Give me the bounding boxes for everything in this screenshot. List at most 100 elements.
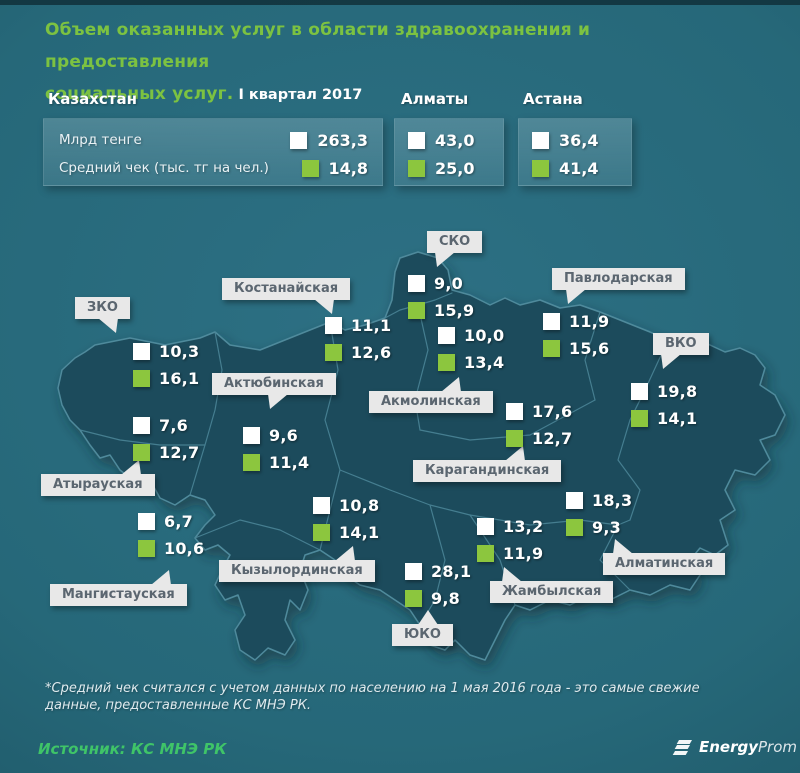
volume-row: 6,7 <box>138 508 204 535</box>
region-callout-kostanay: Костанайская <box>222 278 351 314</box>
region-label: СКО <box>439 234 471 249</box>
kazakhstan-panel: Млрд тенге 263,3 Средний чек (тыс. тг на… <box>43 118 383 186</box>
avg-check-swatch <box>243 454 260 471</box>
volume-row: 43,0 <box>408 126 503 154</box>
avg-check-swatch <box>301 159 319 177</box>
top-border-strip <box>0 0 800 5</box>
region-values-sko: 9,0 15,9 <box>408 270 474 324</box>
volume-row: 18,3 <box>566 487 632 514</box>
region-label: Жамбылская <box>502 584 602 599</box>
avg-check-value: 16,1 <box>159 369 200 388</box>
kazakhstan-header: Казахстан <box>48 90 137 108</box>
region-callout-vko: ВКО <box>653 333 709 369</box>
volume-row: 28,1 <box>405 558 471 585</box>
title-line-1: Объем оказанных услуг в области здравоох… <box>45 20 591 72</box>
region-callout-sko: СКО <box>427 231 483 267</box>
volume-swatch <box>631 383 648 400</box>
region-values-vko: 19,8 14,1 <box>631 378 697 432</box>
title-period: I квартал 2017 <box>238 87 363 103</box>
source-text: Источник: КС МНЭ РК <box>38 740 227 758</box>
avg-check-value: 12,7 <box>159 443 200 462</box>
region-label: Кызылординская <box>231 563 363 578</box>
volume-value: 6,7 <box>164 512 193 531</box>
region-callout-pavlodar: Павлодарская <box>552 268 685 304</box>
region-values-zko: 10,3 16,1 <box>133 338 199 392</box>
volume-metric-label: Млрд тенге <box>59 132 142 148</box>
logo-text: EnergyProm <box>699 738 798 756</box>
avg-check-row: 12,7 <box>506 425 572 452</box>
volume-value: 28,1 <box>431 562 472 581</box>
avg-check-row: 11,9 <box>477 540 543 567</box>
region-values-kostanay: 11,1 12,6 <box>325 312 391 366</box>
avg-check-row: 15,6 <box>543 335 609 362</box>
region-callout-aktobe: Актюбинская <box>212 373 336 409</box>
avg-check-value: 12,7 <box>532 429 573 448</box>
volume-value: 43,0 <box>435 130 475 150</box>
volume-swatch <box>408 275 425 292</box>
region-values-yuko: 28,1 9,8 <box>405 558 471 612</box>
region-label: ЮКО <box>404 627 441 642</box>
volume-value: 11,9 <box>569 312 610 331</box>
region-values-akmola: 10,0 13,4 <box>438 322 504 376</box>
region-callout-karaganda: Карагандинская <box>413 446 562 482</box>
avg-check-swatch <box>325 344 342 361</box>
region-callout-zko: ЗКО <box>75 297 130 333</box>
volume-row: 10,0 <box>438 322 504 349</box>
energyprom-logo: EnergyProm <box>672 738 798 756</box>
avg-check-swatch <box>477 545 494 562</box>
volume-swatch <box>133 343 150 360</box>
avg-check-value: 13,4 <box>464 353 505 372</box>
region-values-karaganda: 17,6 12,7 <box>506 398 572 452</box>
volume-swatch <box>405 563 422 580</box>
avg-check-row: 16,1 <box>133 365 199 392</box>
avg-check-metric-label: Средний чек (тыс. тг на чел.) <box>59 160 269 176</box>
region-callout-atyrau: Атырауская <box>41 460 155 496</box>
region-values-pavlodar: 11,9 15,6 <box>543 308 609 362</box>
avg-check-swatch <box>133 370 150 387</box>
avg-check-swatch <box>543 340 560 357</box>
region-label: Алматинская <box>615 556 714 571</box>
volume-swatch <box>138 513 155 530</box>
avg-check-value: 11,4 <box>269 453 310 472</box>
avg-check-value: 12,6 <box>351 343 392 362</box>
avg-check-swatch <box>408 302 425 319</box>
volume-swatch <box>532 131 549 149</box>
region-values-kyzylorda: 10,8 14,1 <box>313 492 379 546</box>
volume-swatch <box>543 313 560 330</box>
volume-swatch <box>325 317 342 334</box>
energyprom-icon <box>672 738 694 756</box>
avg-check-value: 25,0 <box>435 158 475 178</box>
volume-row: 36,4 <box>532 126 631 154</box>
region-label: Павлодарская <box>564 271 673 286</box>
volume-swatch <box>477 518 494 535</box>
volume-swatch <box>133 417 150 434</box>
almaty-panel: 43,0 25,0 <box>394 118 504 186</box>
volume-swatch <box>438 327 455 344</box>
avg-check-swatch <box>532 159 549 177</box>
avg-check-value: 14,8 <box>328 158 368 178</box>
region-label: Мангистауская <box>62 587 175 602</box>
avg-check-row: 9,3 <box>566 514 632 541</box>
region-values-mangystau: 6,7 10,6 <box>138 508 204 562</box>
region-values-almaty-region: 18,3 9,3 <box>566 487 632 541</box>
footnote: *Средний чек считался с учетом данных по… <box>45 681 700 713</box>
volume-swatch <box>243 427 260 444</box>
volume-swatch <box>506 403 523 420</box>
region-values-zhambyl: 13,2 11,9 <box>477 513 543 567</box>
volume-value: 18,3 <box>592 491 633 510</box>
region-values-atyrau: 7,6 12,7 <box>133 412 199 466</box>
avg-check-value: 9,8 <box>431 589 460 608</box>
avg-check-swatch <box>405 590 422 607</box>
avg-check-row: 12,6 <box>325 339 391 366</box>
region-values-aktobe: 9,6 11,4 <box>243 422 309 476</box>
avg-check-row: 9,8 <box>405 585 471 612</box>
avg-check-value: 14,1 <box>339 523 380 542</box>
avg-check-row: 13,4 <box>438 349 504 376</box>
avg-check-row: 25,0 <box>408 154 503 182</box>
volume-swatch <box>566 492 583 509</box>
volume-value: 263,3 <box>317 130 368 150</box>
volume-swatch <box>313 497 330 514</box>
avg-check-row: 12,7 <box>133 439 199 466</box>
volume-row: 9,0 <box>408 270 474 297</box>
